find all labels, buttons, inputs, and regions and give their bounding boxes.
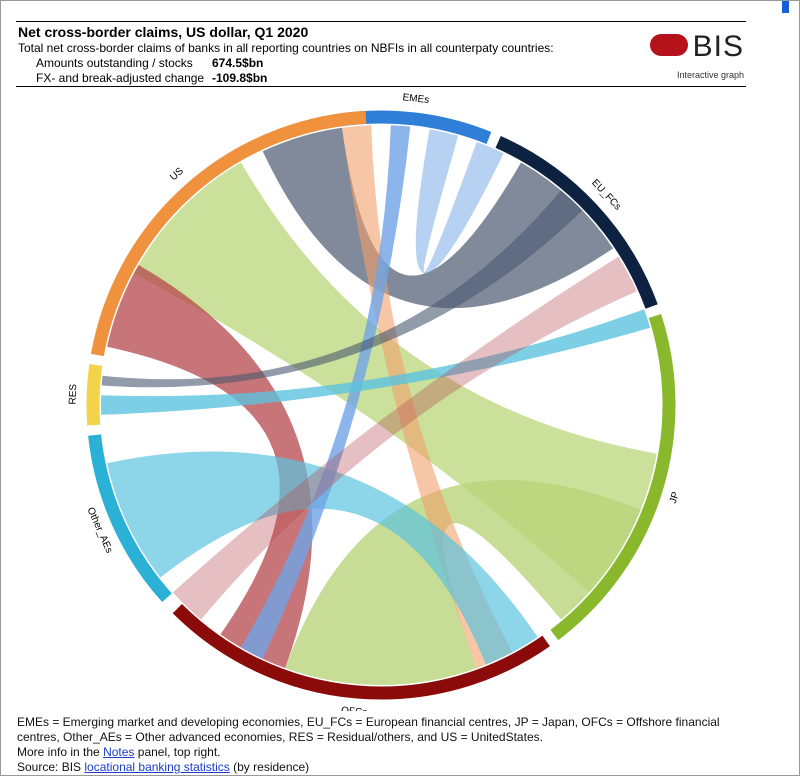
title: Net cross-border claims, US dollar, Q1 2… [18, 24, 309, 40]
node-arc [86, 364, 103, 426]
stat-row: FX- and break-adjusted change -109.8$bn [36, 71, 267, 85]
node-arc [172, 604, 550, 700]
text: (by residence) [233, 760, 310, 774]
node-arc [90, 110, 367, 357]
node-arc [88, 434, 172, 603]
info-line: More info in the Notes panel, top right. [17, 745, 737, 760]
text: Source: BIS [17, 760, 82, 774]
ribbon [262, 127, 614, 309]
ribbon [285, 479, 641, 685]
ribbon [107, 451, 538, 665]
node-label: OFCs [341, 705, 368, 711]
ribbon [101, 309, 651, 415]
stat-value: -109.8$bn [212, 71, 268, 85]
text: More info in the [17, 745, 100, 759]
node-arc [495, 135, 658, 309]
header: Net cross-border claims, US dollar, Q1 2… [16, 21, 746, 87]
text: panel, top right. [137, 745, 221, 759]
ribbon [172, 256, 637, 620]
logo-mark [650, 34, 688, 56]
interactive-link[interactable]: Interactive graph [676, 70, 744, 80]
node-label: JP [668, 490, 682, 505]
ribbon [107, 265, 313, 669]
node-label: EMEs [402, 92, 430, 106]
legend-text: EMEs = Emerging market and developing ec… [17, 715, 720, 744]
source-link[interactable]: locational banking statistics [84, 760, 230, 774]
node-label: RES [67, 383, 79, 404]
stat-value: 674.5$bn [212, 56, 264, 70]
logo: BIS [692, 30, 744, 63]
ribbon [241, 125, 411, 659]
subtitle: Total net cross-border claims of banks i… [18, 41, 554, 55]
node-label: US [168, 165, 186, 183]
footer: EMEs = Emerging market and developing ec… [17, 715, 737, 775]
stat-row: Amounts outstanding / stocks 674.5$bn [36, 56, 263, 70]
stat-label: FX- and break-adjusted change [36, 71, 205, 85]
source-line: Source: BIS locational banking statistic… [17, 760, 737, 775]
stat-label: Amounts outstanding / stocks [36, 56, 193, 70]
notes-link[interactable]: Notes [103, 745, 135, 759]
scroll-marker [782, 1, 789, 13]
node-arc [550, 313, 676, 641]
ribbon [415, 129, 504, 274]
ribbon [342, 125, 513, 669]
